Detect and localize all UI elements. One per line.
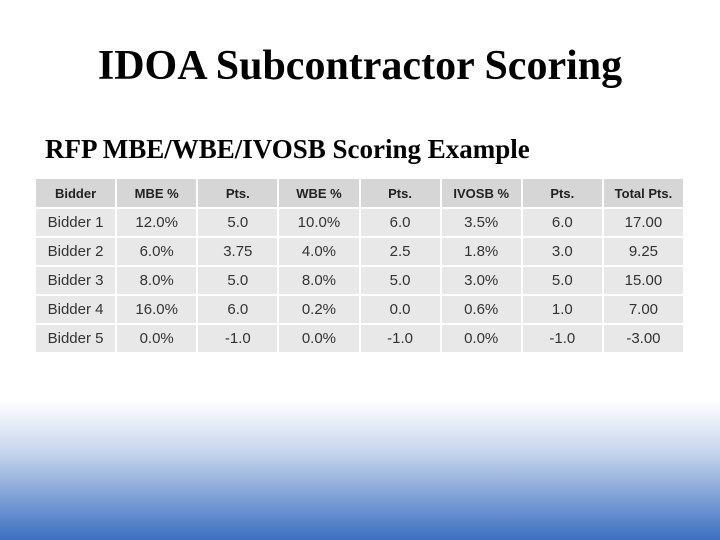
table-cell: 8.0% [277,265,361,296]
table-cell: 17.00 [601,207,686,238]
table-cell: -1.0 [196,323,280,354]
table-cell: 6.0 [196,294,280,325]
table-cell: 0.0% [439,323,523,354]
table-head: Bidder MBE % Pts. WBE % Pts. IVOSB % Pts. Total… [33,177,686,209]
table-cell: 12.0% [115,207,199,238]
table-cell: Bidder 1 [33,207,118,238]
table-cell: 5.0 [358,265,442,296]
table-cell: 5.0 [196,207,280,238]
table-cell: 0.0% [277,323,361,354]
table-cell: 10.0% [277,207,361,238]
table-cell: 6.0 [358,207,442,238]
column-header: WBE % [277,177,361,209]
slide-title: IDOA Subcontractor Scoring [97,43,623,89]
table-cell: 1.0 [520,294,604,325]
table-cell: 3.5% [439,207,523,238]
table-cell: Bidder 5 [33,323,118,354]
table-cell: Bidder 4 [33,294,118,325]
table-cell: 15.00 [601,265,686,296]
header-row: Bidder MBE % Pts. WBE % Pts. IVOSB % Pts. Total… [33,177,686,209]
slide-subtitle: RFP MBE/WBE/IVOSB Scoring Example [45,134,530,164]
table-cell: 3.0 [520,236,604,267]
table-cell: 0.6% [439,294,523,325]
table-cell: -1.0 [520,323,604,354]
table-cell: 6.0% [115,236,199,267]
table-cell: 7.00 [601,294,686,325]
column-header: Pts. [520,177,604,209]
scoring-table: Bidder MBE % Pts. WBE % Pts. IVOSB % Pts. Total… [33,177,686,354]
table-row: Bidder 1 12.0% 5.0 10.0% 6.0 3.5% 6.0 17.00 [33,207,686,238]
table-row: Bidder 3 8.0% 5.0 8.0% 5.0 3.0% 5.0 15.00 [33,265,686,296]
table-cell: 8.0% [115,265,199,296]
column-header: Pts. [196,177,280,209]
table-cell: 5.0 [520,265,604,296]
table-cell: 0.0 [358,294,442,325]
table-row: Bidder 5 0.0% -1.0 0.0% -1.0 0.0% -1.0 -3.00 [33,323,686,354]
column-header: Total Pts. [601,177,686,209]
table-cell: 16.0% [115,294,199,325]
table-cell: 0.2% [277,294,361,325]
table-row: Bidder 2 6.0% 3.75 4.0% 2.5 1.8% 3.0 9.25 [33,236,686,267]
table-cell: 3.0% [439,265,523,296]
table-cell: Bidder 3 [33,265,118,296]
column-header: Bidder [33,177,118,209]
table-cell: 6.0 [520,207,604,238]
table-cell: -1.0 [358,323,442,354]
table-cell: Bidder 2 [33,236,118,267]
table-cell: 9.25 [601,236,686,267]
table-cell: 1.8% [439,236,523,267]
table-cell: -3.00 [601,323,686,354]
table-cell: 0.0% [115,323,199,354]
table-row: Bidder 4 16.0% 6.0 0.2% 0.0 0.6% 1.0 7.00 [33,294,686,325]
table-cell: 5.0 [196,265,280,296]
table-cell: 3.75 [196,236,280,267]
table-cell: 2.5 [358,236,442,267]
column-header: Pts. [358,177,442,209]
column-header: IVOSB % [439,177,523,209]
table-cell: 4.0% [277,236,361,267]
table-body: Bidder 1 12.0% 5.0 10.0% 6.0 3.5% 6.0 17.00 Bidd… [33,207,686,354]
column-header: MBE % [115,177,199,209]
